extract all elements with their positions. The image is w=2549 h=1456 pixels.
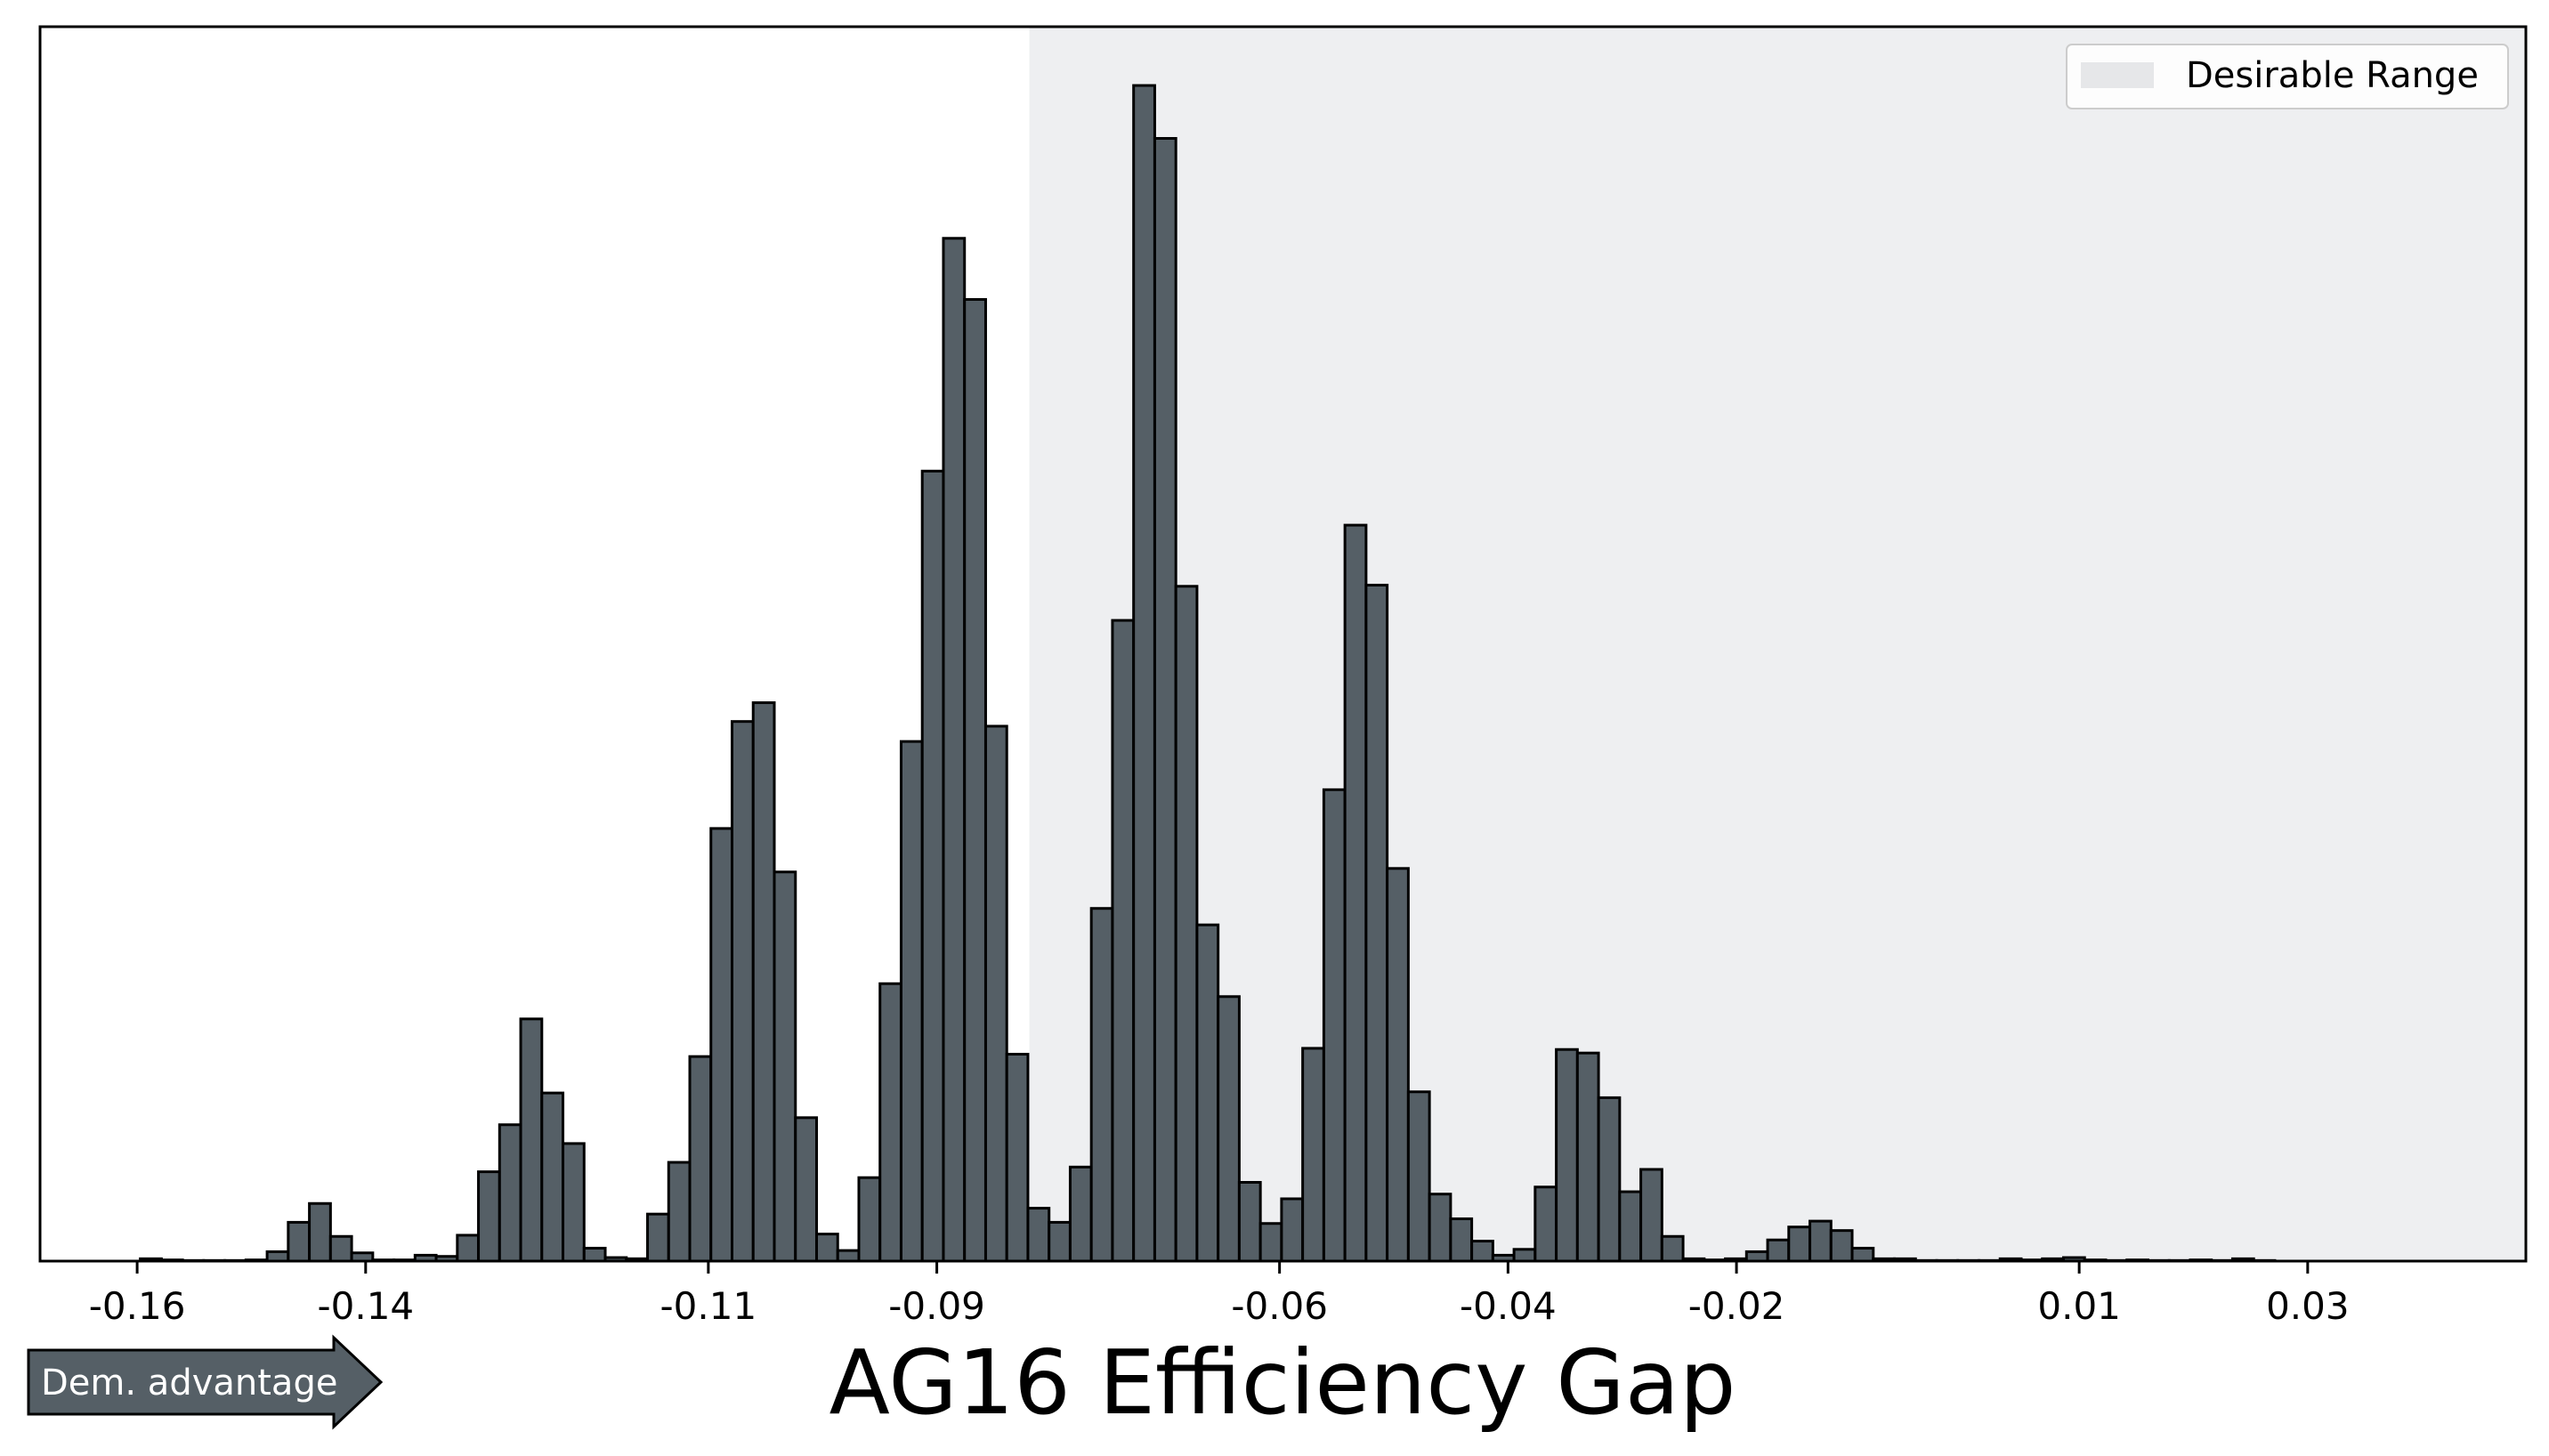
histogram-bar [1618, 1190, 1643, 1263]
x-tick-label: -0.06 [1231, 1284, 1328, 1328]
legend-patch-desirable-range [2081, 62, 2154, 88]
histogram-bar [1174, 585, 1199, 1263]
x-tick-label: -0.16 [89, 1284, 186, 1328]
histogram-bar [477, 1170, 501, 1263]
histogram-bar [731, 720, 755, 1263]
histogram-bar [1258, 1222, 1283, 1263]
histogram-bar [878, 982, 902, 1263]
histogram-bar [1153, 136, 1177, 1263]
histogram-bar [1744, 1250, 1769, 1263]
histogram-bar [1237, 1181, 1262, 1263]
arrow-shape [27, 1334, 384, 1430]
histogram-bar [1322, 788, 1347, 1263]
histogram-bar [751, 701, 776, 1263]
histogram-bar [773, 870, 797, 1263]
histogram-bar [963, 297, 987, 1263]
histogram-bar [456, 1234, 481, 1263]
histogram-bar [920, 469, 945, 1263]
histogram-bars [139, 84, 2277, 1263]
histogram-bar [1406, 1090, 1431, 1263]
histogram-bar [582, 1246, 607, 1263]
histogram-bar [646, 1212, 670, 1263]
histogram-bar [1026, 1207, 1051, 1263]
histogram-bar [562, 1142, 586, 1263]
histogram-bar [1766, 1238, 1791, 1263]
legend-box [2066, 44, 2509, 109]
x-tick-label: -0.14 [317, 1284, 414, 1328]
histogram-bar [857, 1176, 882, 1263]
histogram-bar [1005, 1053, 1030, 1263]
histogram-bar [1048, 1220, 1072, 1263]
histogram-bar [1512, 1248, 1537, 1263]
histogram-bar [308, 1201, 332, 1263]
histogram-bar [836, 1249, 861, 1263]
histogram-bar [1343, 523, 1368, 1263]
histogram-bar [1809, 1219, 1833, 1263]
histogram-bar [1428, 1193, 1453, 1263]
histogram-bar [1217, 995, 1241, 1263]
histogram-bar [1449, 1217, 1474, 1263]
histogram-bar [1301, 1047, 1325, 1263]
x-axis-label: AG16 Efficiency Gap [829, 1331, 1736, 1435]
histogram-bar [899, 740, 924, 1263]
x-tick-label: -0.02 [1688, 1284, 1785, 1328]
plot-frame [38, 25, 2528, 1263]
x-tick-label: -0.04 [1460, 1284, 1557, 1328]
histogram-bar [1111, 619, 1136, 1263]
histogram-bar [1089, 907, 1114, 1263]
histogram-bar [1068, 1165, 1093, 1263]
x-tick-label: 0.03 [2266, 1284, 2350, 1328]
histogram-bar [1787, 1225, 1812, 1263]
x-tick-label: 0.01 [2037, 1284, 2121, 1328]
histogram-bar [1575, 1051, 1600, 1263]
histogram-bar [1386, 867, 1410, 1263]
histogram-bar [1195, 923, 1220, 1263]
histogram-bar [1555, 1048, 1579, 1263]
histogram-bar [265, 1250, 290, 1263]
arrow-label: Dem. advantage [41, 1363, 337, 1403]
desirable-range-shading [1029, 27, 2526, 1261]
dem-advantage-arrow: Dem. advantage [27, 1334, 384, 1430]
x-tick-label: -0.11 [660, 1284, 757, 1328]
histogram-bar [1660, 1234, 1685, 1263]
legend-label: Desirable Range [2186, 55, 2479, 96]
histogram-bar [1132, 84, 1156, 1263]
histogram-bar [688, 1055, 713, 1263]
histogram-bar [709, 827, 734, 1263]
x-tick-label: -0.09 [888, 1284, 985, 1328]
histogram-bar [983, 724, 1008, 1263]
histogram-bar [328, 1234, 353, 1263]
histogram-bar [814, 1233, 839, 1263]
histogram-bar [1470, 1240, 1494, 1263]
histogram-bar [942, 237, 967, 1263]
histogram-bar [1829, 1229, 1854, 1263]
histogram-bar [1533, 1185, 1558, 1263]
histogram-bar [287, 1220, 312, 1263]
legend: Desirable Range [2066, 44, 2509, 109]
histogram-bar [1597, 1096, 1622, 1263]
histogram-bar [794, 1116, 818, 1263]
histogram-bar [498, 1123, 522, 1263]
histogram-bar [1850, 1246, 1875, 1263]
histogram-bar [1280, 1197, 1305, 1263]
histogram-bar [1364, 583, 1389, 1263]
histogram-bar [540, 1091, 565, 1263]
histogram-bar [1639, 1168, 1663, 1263]
histogram-bar [519, 1017, 544, 1263]
x-axis-ticks: -0.16 -0.14 -0.11 -0.09 -0.06 -0.04 -0.02 0.01 0… [89, 1261, 2350, 1328]
histogram-bar [667, 1161, 692, 1263]
